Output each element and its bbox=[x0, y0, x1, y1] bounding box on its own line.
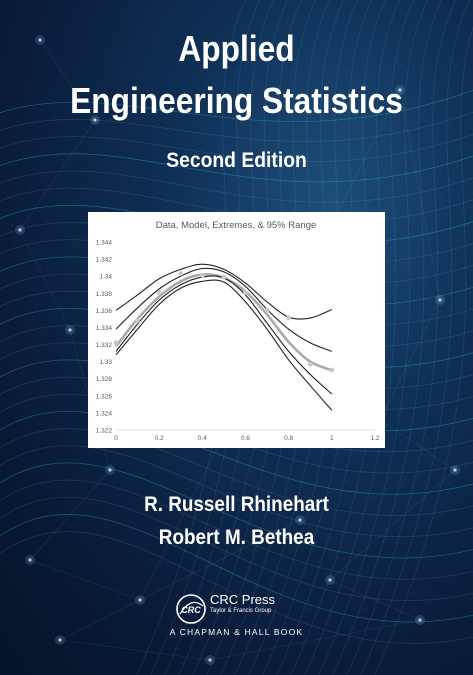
data-point bbox=[113, 340, 119, 346]
data-point bbox=[243, 290, 248, 295]
data-point bbox=[199, 272, 205, 278]
publisher-name: CRC Press bbox=[210, 592, 276, 607]
series-line-upper-mid bbox=[115, 267, 333, 352]
data-point bbox=[135, 318, 140, 324]
y-tick-label: 1.332 bbox=[96, 342, 113, 349]
chart-svg: Data, Model, Extremes, & 95% Range 1.322… bbox=[96, 220, 380, 442]
imprint-label: A CHAPMAN & HALL BOOK bbox=[169, 627, 304, 637]
crc-press-logo-icon: CRC bbox=[176, 594, 206, 624]
x-tick-label: 0.4 bbox=[198, 435, 207, 442]
data-point bbox=[329, 367, 335, 373]
edition-label: Second Edition bbox=[166, 149, 307, 172]
x-tick-label: 1.2 bbox=[370, 435, 379, 442]
y-tick-label: 1.328 bbox=[96, 376, 113, 383]
data-point bbox=[307, 361, 313, 367]
y-tick-label: 1.342 bbox=[96, 257, 113, 264]
series-line-lower bbox=[115, 279, 333, 411]
x-tick-label: 0 bbox=[114, 435, 118, 442]
series-line-model bbox=[114, 273, 333, 372]
data-point bbox=[221, 274, 227, 280]
y-tick-label: 1.338 bbox=[96, 291, 113, 298]
data-point bbox=[178, 271, 184, 277]
y-tick-label: 1.324 bbox=[96, 410, 113, 417]
y-tick-label: 1.326 bbox=[96, 393, 113, 400]
y-tick-label: 1.322 bbox=[96, 428, 113, 435]
title-line-2: Engineering Statistics bbox=[70, 80, 403, 121]
publisher-subtitle: Taylor & Francis Group bbox=[210, 608, 272, 614]
x-tick-label: 0.2 bbox=[155, 435, 164, 442]
x-tick-label: 0.8 bbox=[284, 435, 293, 442]
y-tick-label: 1.33 bbox=[99, 359, 112, 366]
x-tick-label: 0.6 bbox=[241, 435, 250, 442]
series-line-lower-mid bbox=[115, 275, 333, 395]
data-point bbox=[286, 315, 292, 321]
y-tick-label: 1.334 bbox=[96, 325, 113, 332]
x-tick-label: 1 bbox=[330, 435, 334, 442]
data-point bbox=[264, 307, 270, 313]
y-tick-label: 1.336 bbox=[96, 308, 113, 315]
author-2: Robert M. Bethea bbox=[158, 526, 315, 549]
chart-title: Data, Model, Extremes, & 95% Range bbox=[156, 220, 317, 231]
title-line-1: Applied bbox=[178, 28, 295, 69]
y-tick-label: 1.34 bbox=[99, 274, 112, 281]
author-1: R. Russell Rhinehart bbox=[144, 493, 329, 516]
y-tick-label: 1.344 bbox=[96, 240, 113, 247]
cover-chart: Data, Model, Extremes, & 95% Range 1.322… bbox=[88, 212, 385, 448]
series-line-upper bbox=[115, 263, 333, 320]
svg-text:CRC: CRC bbox=[181, 605, 201, 615]
data-point bbox=[156, 290, 162, 295]
